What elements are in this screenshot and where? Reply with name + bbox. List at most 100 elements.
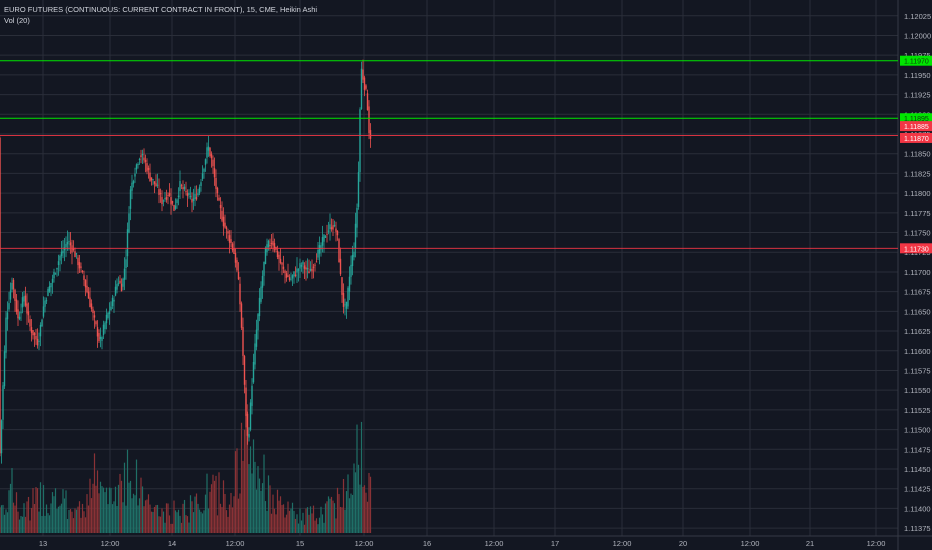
candle-body <box>225 227 228 230</box>
volume-bar <box>167 503 169 533</box>
candle-body <box>120 283 123 292</box>
candle-body <box>359 109 361 173</box>
volume-bar <box>354 472 357 533</box>
volume-bar <box>86 494 88 533</box>
volume-bar <box>26 501 28 533</box>
volume-bar <box>285 514 288 533</box>
volume-bar <box>225 510 228 533</box>
volume-bar <box>287 501 289 533</box>
candle-body <box>53 271 55 279</box>
volume-bar <box>45 504 48 533</box>
volume-bar <box>21 516 24 533</box>
candle-body <box>102 324 105 335</box>
volume-bar <box>3 514 6 533</box>
candle-body <box>249 402 252 430</box>
candle-body <box>330 227 333 230</box>
candle-body <box>342 292 345 307</box>
candle-body <box>75 253 78 255</box>
volume-bar <box>308 514 310 533</box>
candle-body <box>171 201 174 204</box>
volume-bar <box>254 461 256 533</box>
volume-bar <box>194 496 196 533</box>
candle-body <box>104 322 106 330</box>
candle-body <box>267 240 270 247</box>
candle-body <box>47 288 49 297</box>
candle-body <box>62 250 64 254</box>
candle-body <box>324 236 327 238</box>
volume-bar <box>332 500 334 533</box>
candle-body <box>257 314 259 331</box>
volume-bar <box>209 491 211 533</box>
horizontal-lines[interactable]: 1.11970 1.11895 1.11730 <box>0 55 932 254</box>
candle-body <box>174 205 177 209</box>
candle-body <box>288 277 291 280</box>
volume-bar <box>126 449 129 533</box>
volume-bar <box>0 505 3 533</box>
volume-bar <box>33 504 36 533</box>
candle-body <box>222 216 225 227</box>
candle-body <box>24 295 27 306</box>
volume-bar <box>293 510 295 533</box>
volume-bar <box>324 503 327 533</box>
candle-body <box>113 299 115 302</box>
candle-body <box>279 258 282 263</box>
y-tick-label: 1.11400 <box>904 504 931 513</box>
candle-body <box>272 241 274 246</box>
volume-bar <box>114 486 117 533</box>
volume-bar <box>270 513 273 533</box>
volume-bar <box>74 508 76 533</box>
candle-body <box>192 198 195 201</box>
volume-bar <box>63 498 66 533</box>
candle-body <box>297 269 300 271</box>
volume-bar <box>339 506 342 533</box>
candle-body <box>63 247 66 251</box>
candle-body <box>219 204 222 209</box>
volume-indicator-label: Vol (20) <box>4 16 30 25</box>
candle-body <box>366 93 369 111</box>
y-tick-label: 1.11550 <box>904 386 931 395</box>
y-tick-label: 1.11800 <box>904 189 931 198</box>
candle-body <box>161 197 163 205</box>
volume-bar <box>144 500 147 533</box>
candle-body <box>50 282 52 288</box>
volume-bar <box>68 509 70 533</box>
volume-bar <box>182 503 184 533</box>
horizontal-line-price-label: 1.11970 <box>904 59 929 66</box>
volume-bar <box>269 485 271 533</box>
volume-bar <box>39 482 42 533</box>
volume-bar <box>77 506 79 533</box>
volume-bar <box>237 498 240 533</box>
y-tick-label: 1.11975 <box>904 51 931 60</box>
candle-body <box>215 178 217 189</box>
x-tick-label: 15 <box>296 539 304 548</box>
candle-body <box>182 187 184 190</box>
volume-bar <box>158 516 160 533</box>
volume-bar <box>249 446 252 533</box>
candle-body <box>143 157 145 161</box>
volume-bar <box>78 501 81 533</box>
candle-body <box>341 277 343 295</box>
candle-body <box>48 286 51 292</box>
volume-bar <box>278 500 280 533</box>
candle-body <box>23 296 25 302</box>
volume-bar <box>206 473 208 533</box>
volume-bar <box>104 492 106 533</box>
volume-bar <box>248 464 250 533</box>
x-tick-label: 14 <box>168 539 176 548</box>
candle-body <box>188 192 190 196</box>
volume-bar <box>309 506 312 533</box>
volume-bar <box>276 489 279 533</box>
price-tag-label: 1.11885 <box>904 124 929 131</box>
candle-body <box>77 257 79 266</box>
volume-bar <box>87 505 90 533</box>
volume-bar <box>261 483 264 533</box>
candle-body <box>30 327 33 333</box>
volume-bar <box>128 482 130 533</box>
candle-body <box>287 275 289 278</box>
volume-bar <box>288 510 291 533</box>
volume-bar <box>5 509 7 533</box>
volume-bar <box>260 490 262 533</box>
volume-bar <box>107 504 109 533</box>
volume-bar <box>98 493 100 533</box>
